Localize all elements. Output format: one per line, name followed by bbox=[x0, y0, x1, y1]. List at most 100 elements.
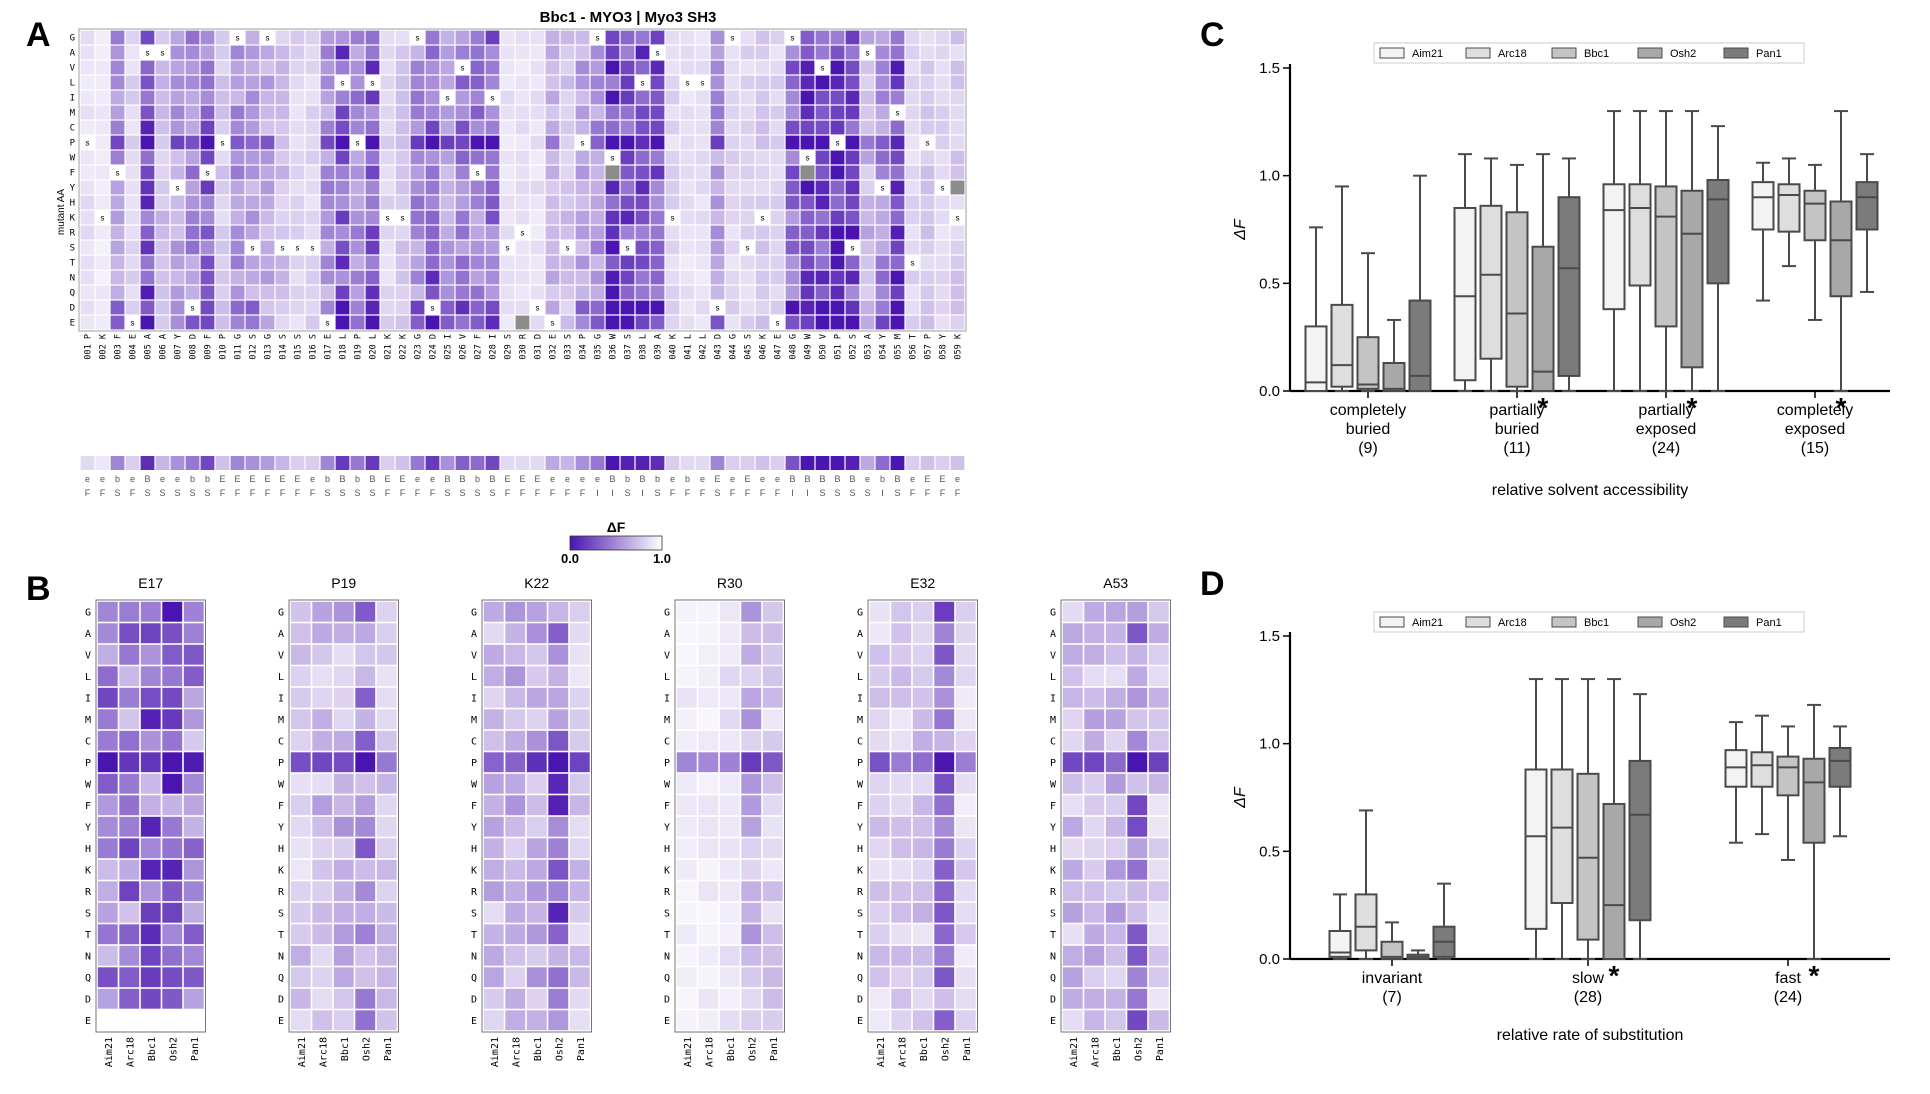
accessibility-label: B bbox=[834, 474, 840, 484]
heatmap-a-cell bbox=[845, 315, 860, 330]
heatmap-a-cell bbox=[320, 150, 335, 165]
accessibility-label: e bbox=[160, 474, 165, 484]
heatmap-b-cell bbox=[1127, 752, 1148, 773]
heatmap-a-cell bbox=[890, 195, 905, 210]
heatmap-a-cell bbox=[800, 45, 815, 60]
heatmap-a-cell bbox=[410, 225, 425, 240]
heatmap-a-cell bbox=[470, 225, 485, 240]
heatmap-a-cell bbox=[620, 195, 635, 210]
wild-type-marker: s bbox=[206, 169, 210, 178]
heatmap-b-row-label: N bbox=[664, 952, 670, 963]
heatmap-a-column-label: 030 R bbox=[519, 333, 529, 359]
heatmap-b-cell bbox=[869, 967, 890, 988]
accessibility-label: e bbox=[910, 474, 915, 484]
significance-star: * bbox=[1836, 392, 1847, 423]
heatmap-b-cell bbox=[140, 644, 161, 665]
heatmap-a-cell bbox=[500, 285, 515, 300]
heatmap-a-cell bbox=[665, 180, 680, 195]
heatmap-b-cell bbox=[183, 601, 204, 622]
heatmap-b-cell bbox=[355, 795, 376, 816]
heatmap-a-cell bbox=[770, 240, 785, 255]
heatmap-b-cell bbox=[698, 1010, 719, 1031]
heatmap-b-cell bbox=[312, 816, 333, 837]
heatmap-a-cell bbox=[440, 120, 455, 135]
heatmap-a-cell bbox=[875, 75, 890, 90]
heatmap-b-cell bbox=[1105, 881, 1126, 902]
heatmap-b-cell bbox=[569, 709, 590, 730]
heatmap-a-cell bbox=[305, 165, 320, 180]
heatmap-a-cell bbox=[905, 90, 920, 105]
heatmap-b-column-label: Aim21 bbox=[876, 1037, 887, 1067]
heatmap-a-cell bbox=[815, 240, 830, 255]
heatmap-a-cell bbox=[200, 240, 215, 255]
rate-label: S bbox=[354, 488, 360, 498]
heatmap-b-cell bbox=[183, 816, 204, 837]
heatmap-a-cell bbox=[95, 30, 110, 45]
heatmap-a-cell bbox=[530, 270, 545, 285]
heatmap-b-cell bbox=[1127, 816, 1148, 837]
accessibility-label: b bbox=[685, 474, 690, 484]
heatmap-b-cell bbox=[290, 644, 311, 665]
heatmap-a-cell bbox=[515, 165, 530, 180]
wild-type-marker: s bbox=[806, 154, 810, 163]
heatmap-b-cell bbox=[1127, 709, 1148, 730]
heatmap-b-cell bbox=[97, 924, 118, 945]
heatmap-a-cell bbox=[230, 270, 245, 285]
heatmap-a-secondary-labels: eFeFbSeFBSeSeSbSbSEFEFEFEFEFEFeFbSBSbSBS… bbox=[85, 474, 961, 498]
heatmap-a-cell bbox=[230, 165, 245, 180]
heatmap-a-cell bbox=[110, 60, 125, 75]
heatmap-b-cell bbox=[376, 924, 397, 945]
heatmap-a-strip-cell bbox=[785, 456, 800, 470]
heatmap-b-row-label: I bbox=[857, 694, 863, 705]
heatmap-a-cell bbox=[380, 300, 395, 315]
heatmap-b-cell bbox=[183, 666, 204, 687]
heatmap-b-cell bbox=[934, 623, 955, 644]
heatmap-a-cell bbox=[755, 225, 770, 240]
heatmap-b-cell bbox=[1127, 924, 1148, 945]
heatmap-a-column-label: 024 D bbox=[429, 334, 439, 360]
rate-label: F bbox=[700, 488, 706, 498]
heatmap-a-cell bbox=[635, 45, 650, 60]
heatmap-a-cell bbox=[665, 150, 680, 165]
heatmap-b-cell bbox=[376, 644, 397, 665]
heatmap-a-strip-cell bbox=[920, 456, 935, 470]
wild-type-marker: s bbox=[461, 64, 465, 73]
heatmap-b-cell bbox=[548, 687, 569, 708]
heatmap-b-cell bbox=[1127, 730, 1148, 751]
heatmap-a-ylabel: mutant AA bbox=[56, 189, 67, 235]
wild-type-marker: s bbox=[611, 154, 615, 163]
heatmap-a-cell bbox=[245, 135, 260, 150]
heatmap-b-cell bbox=[569, 816, 590, 837]
heatmap-b-cell bbox=[312, 924, 333, 945]
heatmap-a-cell bbox=[695, 270, 710, 285]
heatmap-a-cell bbox=[110, 180, 125, 195]
heatmap-a-cell bbox=[740, 315, 755, 330]
box-body bbox=[1531, 245, 1555, 392]
heatmap-b-cell bbox=[1105, 1010, 1126, 1031]
heatmap-a-cell bbox=[680, 285, 695, 300]
heatmap-a-cell bbox=[875, 105, 890, 120]
heatmap-a-cell bbox=[620, 60, 635, 75]
heatmap-b-row-label: W bbox=[471, 780, 478, 791]
heatmap-a-cell bbox=[455, 90, 470, 105]
heatmap-a-cell bbox=[485, 60, 500, 75]
heatmap-a-cell bbox=[425, 75, 440, 90]
heatmap-a-cell bbox=[530, 135, 545, 150]
heatmap-b-cell bbox=[312, 795, 333, 816]
heatmap-a-cell bbox=[275, 225, 290, 240]
heatmap-a-cell bbox=[305, 105, 320, 120]
heatmap-a-column-label: 028 I bbox=[489, 334, 499, 360]
heatmap-a-column-label: 036 W bbox=[609, 333, 619, 359]
heatmap-a-cell bbox=[680, 180, 695, 195]
heatmap-a-cell bbox=[590, 240, 605, 255]
box-body bbox=[1505, 211, 1529, 388]
heatmap-a-cell bbox=[380, 180, 395, 195]
heatmap-b-cell bbox=[312, 859, 333, 880]
heatmap-a-cell bbox=[155, 300, 170, 315]
wild-type-marker: s bbox=[566, 244, 570, 253]
heatmap-a-cell bbox=[305, 75, 320, 90]
heatmap-a-cell bbox=[545, 60, 560, 75]
heatmap-a-cell bbox=[620, 150, 635, 165]
heatmap-a-missing-cell bbox=[800, 165, 815, 180]
